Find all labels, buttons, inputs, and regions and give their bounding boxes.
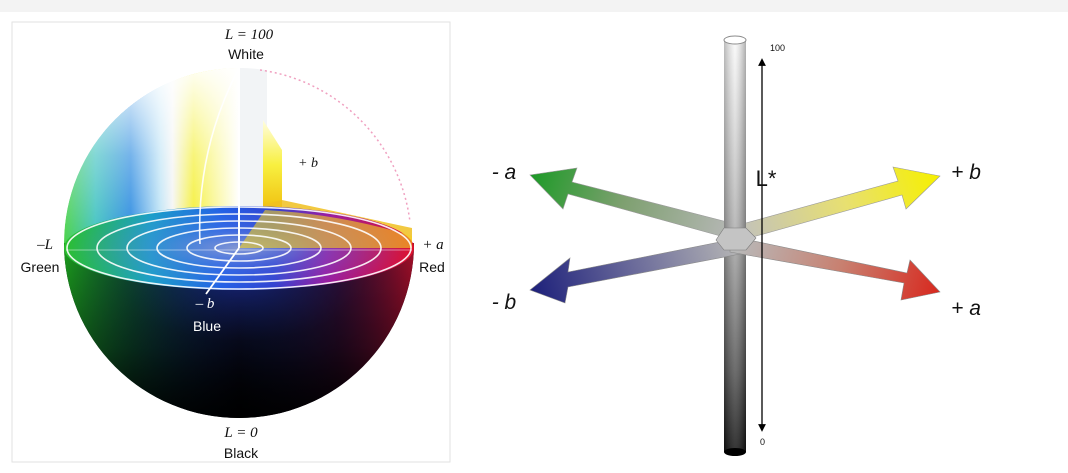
sphere-lower-shade: [64, 243, 414, 418]
scale-top-label: 100: [770, 43, 785, 53]
meridian-front: [198, 67, 240, 245]
plus-a-label: + a: [951, 297, 981, 320]
plus-b-label: + b: [951, 161, 981, 184]
red-name-label: Red: [419, 259, 445, 275]
pole-top-cap: [723, 35, 747, 45]
sphere-top-name: White: [228, 46, 264, 62]
lightness-label: L*: [756, 166, 777, 191]
minus-a-label: - a: [492, 161, 517, 184]
minus-b-arrow: [529, 237, 741, 304]
sphere-upper-fade: [64, 68, 239, 243]
disk-yellow-quadrant: [239, 210, 412, 248]
lab-axes: [529, 35, 941, 456]
axes-center-block: [715, 227, 757, 251]
minus-b-label: - b: [492, 291, 517, 314]
yellow-name-label: Yellow: [287, 178, 328, 194]
blue-name-label: Blue: [193, 318, 221, 334]
sphere-bottom-value: L = 0: [223, 425, 258, 441]
blue-axis-label: – b: [195, 296, 215, 312]
green-axis-label: –L: [36, 237, 53, 253]
sphere-cutaway-outline: [259, 69, 411, 223]
green-name-label: Green: [21, 259, 60, 275]
color-sphere: [64, 67, 414, 418]
minus-a-arrow: [529, 167, 736, 241]
scale-bottom-label: 0: [760, 437, 765, 447]
sphere-panel-border: [11, 21, 451, 463]
sphere-bottom-name: Black: [224, 445, 259, 461]
blue-axis-line: [205, 247, 240, 295]
red-axis-label: + a: [422, 237, 443, 253]
sphere-top-value: L = 100: [224, 27, 274, 43]
yellow-axis-label: + b: [298, 156, 318, 171]
top-strip: [0, 0, 1068, 12]
pole-bottom-cap: [724, 448, 746, 456]
